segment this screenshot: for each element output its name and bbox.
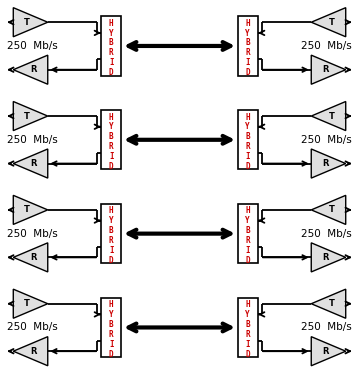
Text: B: B xyxy=(246,226,250,235)
Text: H: H xyxy=(109,300,113,309)
Text: Y: Y xyxy=(246,123,250,131)
Text: Y: Y xyxy=(109,310,113,319)
Bar xyxy=(238,110,258,169)
Text: H: H xyxy=(246,206,250,215)
Text: R: R xyxy=(109,236,113,245)
Text: R: R xyxy=(109,330,113,339)
Text: R: R xyxy=(109,142,113,151)
Text: D: D xyxy=(109,68,113,77)
Polygon shape xyxy=(13,243,48,272)
Text: H: H xyxy=(246,300,250,309)
Polygon shape xyxy=(311,195,346,224)
Bar xyxy=(238,16,258,75)
Text: H: H xyxy=(246,113,250,121)
Text: R: R xyxy=(322,253,328,262)
Text: I: I xyxy=(246,340,250,349)
Text: T: T xyxy=(329,111,335,121)
Text: I: I xyxy=(246,152,250,161)
Text: H: H xyxy=(109,19,113,28)
Text: D: D xyxy=(246,256,250,265)
Polygon shape xyxy=(13,337,48,366)
Text: B: B xyxy=(246,39,250,47)
Text: I: I xyxy=(246,246,250,255)
Bar xyxy=(238,204,258,264)
Text: R: R xyxy=(246,142,250,151)
Text: B: B xyxy=(246,320,250,329)
Text: D: D xyxy=(246,68,250,77)
Polygon shape xyxy=(13,289,48,318)
Text: T: T xyxy=(24,111,30,121)
Text: H: H xyxy=(246,19,250,28)
Text: 250  Mb/s: 250 Mb/s xyxy=(7,322,58,332)
Text: R: R xyxy=(246,48,250,57)
Text: D: D xyxy=(109,256,113,265)
Polygon shape xyxy=(13,149,48,178)
Text: R: R xyxy=(322,159,328,168)
Text: D: D xyxy=(246,162,250,171)
Text: Y: Y xyxy=(246,310,250,319)
Polygon shape xyxy=(13,55,48,84)
Polygon shape xyxy=(311,101,346,131)
Text: R: R xyxy=(246,330,250,339)
Text: B: B xyxy=(109,133,113,141)
Bar xyxy=(238,298,258,357)
Text: B: B xyxy=(109,39,113,47)
Text: R: R xyxy=(322,347,328,356)
Text: Y: Y xyxy=(109,29,113,38)
Text: T: T xyxy=(24,18,30,27)
Text: R: R xyxy=(31,159,37,168)
Text: T: T xyxy=(329,299,335,308)
Text: Y: Y xyxy=(246,29,250,38)
Polygon shape xyxy=(311,8,346,37)
Text: R: R xyxy=(322,65,328,74)
Text: I: I xyxy=(109,246,113,255)
Text: H: H xyxy=(109,113,113,121)
Text: R: R xyxy=(246,236,250,245)
Text: R: R xyxy=(31,65,37,74)
Text: I: I xyxy=(109,340,113,349)
Text: I: I xyxy=(246,58,250,67)
Polygon shape xyxy=(311,337,346,366)
Polygon shape xyxy=(13,195,48,224)
Polygon shape xyxy=(311,55,346,84)
Polygon shape xyxy=(13,101,48,131)
Text: B: B xyxy=(109,226,113,235)
Text: D: D xyxy=(109,162,113,171)
Text: T: T xyxy=(24,299,30,308)
Text: I: I xyxy=(109,58,113,67)
Text: H: H xyxy=(109,206,113,215)
Bar xyxy=(101,110,121,169)
Text: R: R xyxy=(109,48,113,57)
Text: R: R xyxy=(31,347,37,356)
Text: 250  Mb/s: 250 Mb/s xyxy=(301,322,352,332)
Text: D: D xyxy=(246,350,250,358)
Text: 250  Mb/s: 250 Mb/s xyxy=(7,135,58,145)
Text: D: D xyxy=(109,350,113,358)
Polygon shape xyxy=(311,243,346,272)
Text: I: I xyxy=(109,152,113,161)
Text: Y: Y xyxy=(109,123,113,131)
Text: T: T xyxy=(24,205,30,214)
Polygon shape xyxy=(311,289,346,318)
Text: Y: Y xyxy=(109,216,113,225)
Text: 250  Mb/s: 250 Mb/s xyxy=(7,41,58,51)
Text: 250  Mb/s: 250 Mb/s xyxy=(7,229,58,239)
Polygon shape xyxy=(311,149,346,178)
Bar xyxy=(101,298,121,357)
Text: Y: Y xyxy=(246,216,250,225)
Text: 250  Mb/s: 250 Mb/s xyxy=(301,41,352,51)
Text: T: T xyxy=(329,18,335,27)
Bar xyxy=(101,204,121,264)
Text: B: B xyxy=(109,320,113,329)
Text: T: T xyxy=(329,205,335,214)
Text: 250  Mb/s: 250 Mb/s xyxy=(301,135,352,145)
Polygon shape xyxy=(13,8,48,37)
Text: B: B xyxy=(246,133,250,141)
Text: 250  Mb/s: 250 Mb/s xyxy=(301,229,352,239)
Bar xyxy=(101,16,121,75)
Text: R: R xyxy=(31,253,37,262)
